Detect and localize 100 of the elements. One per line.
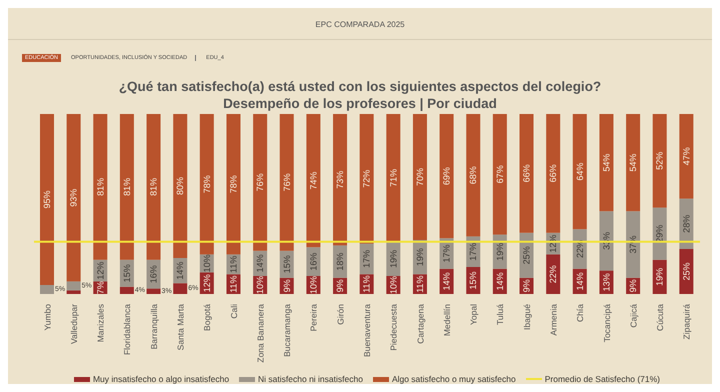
legend-label: Algo satisfecho o muy satisfecho [390, 374, 516, 384]
data-label: 78% [202, 175, 212, 194]
data-label: 10% [308, 276, 318, 294]
bar [40, 285, 54, 294]
bar [66, 281, 81, 290]
bar [386, 114, 400, 242]
x-tick-label: Zipaquirá [682, 304, 692, 340]
data-label: 10% [202, 254, 212, 272]
data-label: 25% [681, 262, 692, 281]
bar [679, 114, 694, 199]
data-label: 18% [335, 252, 346, 271]
bar [492, 114, 507, 235]
data-label: 54% [628, 154, 638, 172]
chart-title: ¿Qué tan satisfecho(a) está usted con los siguientes aspectos del colegio? [118, 78, 602, 95]
x-tick-label: Floridablanca [122, 304, 132, 356]
data-label: 71% [388, 168, 398, 187]
data-label: 54% [601, 154, 612, 172]
bar [652, 114, 667, 208]
x-tick-label: Tuluá [495, 304, 506, 325]
x-tick-label: Buenaventura [362, 304, 372, 357]
x-tick-label: Pereira [308, 304, 319, 332]
data-label: 12% [95, 262, 106, 280]
bar [173, 283, 188, 294]
data-label: 11% [228, 275, 238, 293]
x-tick-label: Armenia [548, 304, 558, 336]
x-tick-label: Girón [335, 304, 346, 325]
data-label: 16% [308, 252, 318, 271]
bar [360, 114, 374, 244]
data-label: 19% [414, 248, 425, 266]
data-label: 68% [468, 166, 478, 184]
x-tick-label: Barranquilla [148, 304, 159, 350]
data-label: 81% [122, 178, 132, 196]
bar [120, 286, 134, 294]
bar [66, 290, 81, 294]
bar [599, 114, 614, 212]
bar [173, 114, 188, 258]
data-label: 9% [522, 279, 532, 292]
data-label: 64% [574, 162, 585, 181]
x-tick-label: Valledupar [68, 304, 79, 344]
legend-label: Ni satisfecho ni insatisfecho [257, 374, 363, 384]
bar [226, 114, 240, 254]
bar [546, 114, 560, 233]
data-label: 9% [335, 279, 346, 292]
data-label: 16% [148, 265, 159, 284]
data-label: 14% [175, 262, 186, 280]
x-tick-label: Bogotá [202, 304, 212, 331]
data-label: 7% [95, 281, 106, 294]
data-label: 80% [175, 176, 186, 196]
bar [253, 114, 268, 251]
data-label: 19% [388, 250, 398, 268]
x-tick-label: Manizales [96, 304, 106, 342]
bar [572, 114, 587, 230]
bar [306, 114, 320, 248]
x-tick-label: Chía [575, 304, 586, 322]
data-label: 19% [654, 268, 665, 286]
legend-label: Promedio de Satisfecho (71%) [544, 374, 660, 384]
x-tick-label: Piedecuesta [388, 304, 399, 351]
data-label: 17% [362, 250, 372, 268]
data-label: 74% [308, 172, 318, 190]
data-label: 22% [548, 265, 558, 284]
bar [333, 114, 348, 246]
bar [520, 114, 534, 233]
data-label: 73% [335, 170, 346, 189]
bar [280, 114, 294, 251]
x-tick-label: Yumbo [42, 304, 52, 330]
bar [626, 211, 640, 278]
data-label: 17% [468, 242, 478, 261]
data-label: 15% [122, 264, 132, 282]
data-label: 14% [494, 272, 505, 290]
data-label: 17% [442, 244, 452, 263]
bar [466, 114, 480, 236]
x-tick-label: Cartagena [415, 304, 426, 344]
x-tick-label: Cali [228, 304, 239, 319]
bar [626, 114, 640, 212]
data-label: 78% [228, 175, 238, 194]
data-label: 9% [282, 279, 292, 292]
x-tick-label: Cajicá [628, 304, 638, 328]
data-label: 72% [362, 170, 372, 188]
bar [599, 211, 614, 271]
data-label: 11% [228, 256, 238, 273]
x-tick-label: Medellín [442, 304, 452, 336]
bar [93, 114, 108, 260]
text: EPC COMPARADA 2025 [314, 20, 406, 29]
data-label: 93% [68, 188, 79, 207]
x-tick-label: Tocancipá [602, 304, 612, 342]
data-label: 9% [628, 279, 638, 292]
data-label: 11% [362, 275, 372, 293]
bar [66, 114, 81, 282]
data-label: 66% [548, 164, 558, 182]
bar [120, 114, 134, 260]
data-label: 25% [522, 246, 532, 264]
data-label: 69% [442, 167, 452, 186]
data-label: 28% [681, 214, 692, 233]
bar [440, 114, 454, 238]
data-label: 66% [522, 164, 532, 182]
data-label: 70% [414, 168, 425, 186]
data-label: 11% [414, 275, 425, 293]
data-label: 12% [202, 274, 212, 292]
data-label: 19% [494, 242, 505, 261]
legend-label: Muy insatisfecho o algo insatisfecho [92, 374, 230, 384]
